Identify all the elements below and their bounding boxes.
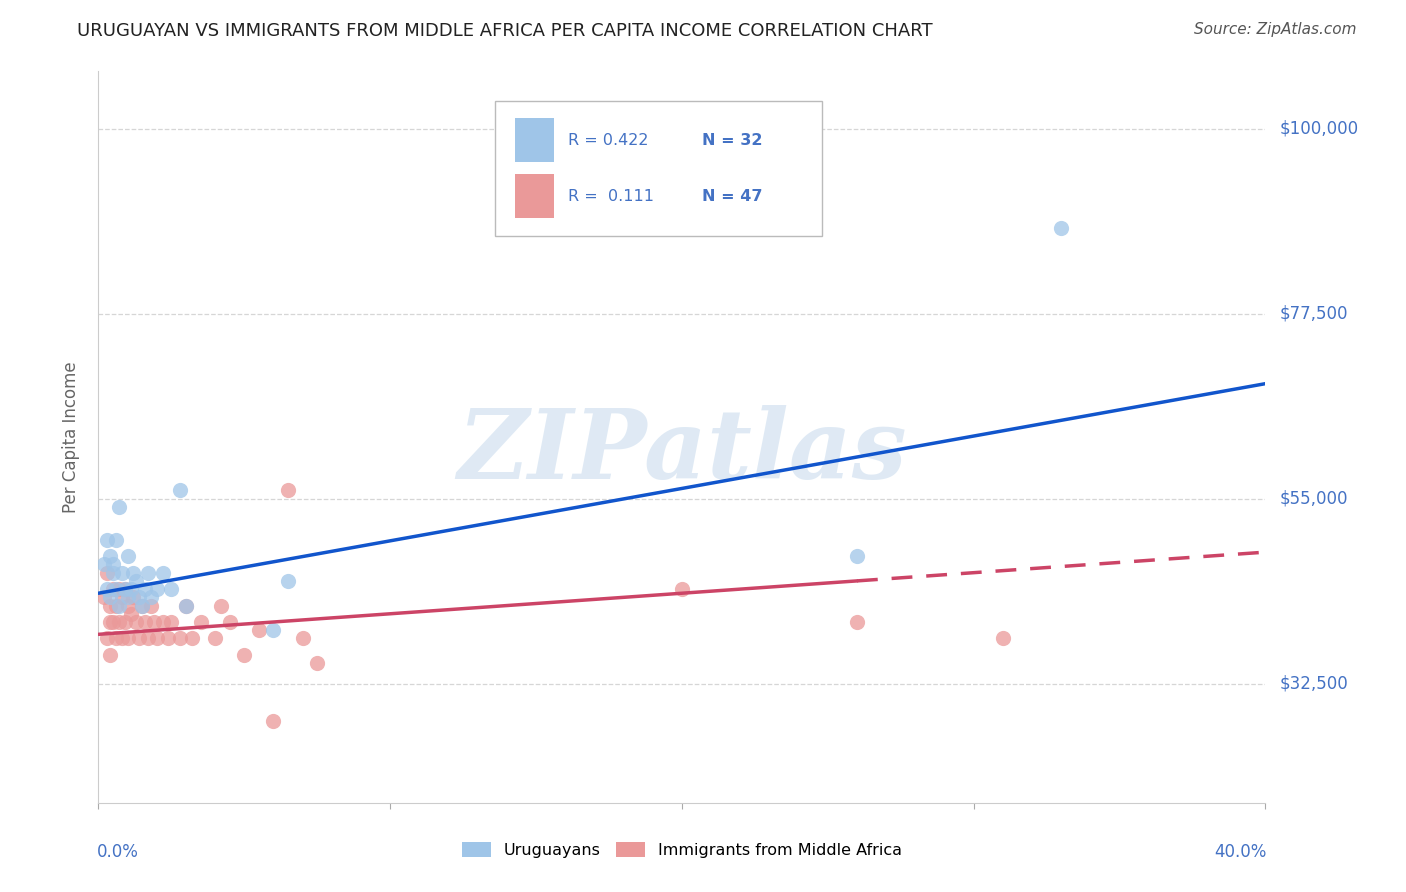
- Point: [152, 615, 174, 629]
- Point: [169, 483, 191, 498]
- Point: [98, 591, 121, 605]
- Point: [139, 599, 162, 613]
- Point: [247, 624, 270, 638]
- Point: [139, 591, 162, 605]
- Text: Source: ZipAtlas.com: Source: ZipAtlas.com: [1194, 22, 1357, 37]
- Point: [117, 632, 139, 646]
- Text: 40.0%: 40.0%: [1215, 843, 1267, 861]
- Text: $32,500: $32,500: [1279, 674, 1348, 692]
- Point: [101, 615, 124, 629]
- Point: [98, 599, 121, 613]
- Point: [111, 591, 134, 605]
- Point: [1050, 220, 1073, 235]
- Point: [122, 591, 145, 605]
- Point: [120, 607, 142, 621]
- Point: [104, 533, 127, 547]
- Point: [134, 615, 156, 629]
- Point: [111, 566, 134, 580]
- Point: [160, 615, 183, 629]
- Point: [120, 582, 142, 596]
- FancyBboxPatch shape: [515, 175, 554, 219]
- Point: [277, 574, 299, 588]
- Point: [98, 615, 121, 629]
- Legend: Uruguayans, Immigrants from Middle Africa: Uruguayans, Immigrants from Middle Afric…: [456, 836, 908, 864]
- Point: [174, 599, 197, 613]
- Point: [108, 615, 131, 629]
- Point: [96, 533, 118, 547]
- Point: [277, 483, 299, 498]
- Text: N = 47: N = 47: [702, 189, 762, 204]
- Point: [671, 582, 693, 596]
- Point: [262, 714, 284, 728]
- Point: [131, 599, 153, 613]
- Text: $100,000: $100,000: [1279, 120, 1358, 138]
- Text: URUGUAYAN VS IMMIGRANTS FROM MIDDLE AFRICA PER CAPITA INCOME CORRELATION CHART: URUGUAYAN VS IMMIGRANTS FROM MIDDLE AFRI…: [77, 22, 934, 40]
- Point: [122, 566, 145, 580]
- Point: [104, 582, 127, 596]
- Point: [262, 624, 284, 638]
- Point: [98, 549, 121, 564]
- Point: [117, 599, 139, 613]
- Point: [846, 615, 869, 629]
- Point: [96, 632, 118, 646]
- Point: [104, 599, 127, 613]
- Point: [114, 615, 136, 629]
- Text: N = 32: N = 32: [702, 133, 762, 147]
- Point: [174, 599, 197, 613]
- FancyBboxPatch shape: [515, 118, 554, 162]
- Point: [307, 656, 329, 670]
- Point: [108, 582, 131, 596]
- Point: [128, 632, 150, 646]
- Point: [180, 632, 202, 646]
- Point: [146, 582, 169, 596]
- Point: [108, 599, 131, 613]
- Point: [142, 615, 165, 629]
- Text: 0.0%: 0.0%: [97, 843, 139, 861]
- Point: [131, 599, 153, 613]
- Text: $55,000: $55,000: [1279, 490, 1348, 508]
- Text: R = 0.422: R = 0.422: [568, 133, 648, 147]
- Point: [93, 591, 115, 605]
- Point: [111, 632, 134, 646]
- Point: [101, 566, 124, 580]
- Point: [991, 632, 1014, 646]
- Point: [114, 582, 136, 596]
- Point: [125, 615, 148, 629]
- Text: $77,500: $77,500: [1279, 305, 1348, 323]
- Point: [96, 566, 118, 580]
- Point: [98, 648, 121, 662]
- Text: R =  0.111: R = 0.111: [568, 189, 654, 204]
- Point: [169, 632, 191, 646]
- Point: [101, 582, 124, 596]
- Point: [128, 591, 150, 605]
- Point: [114, 582, 136, 596]
- Point: [96, 582, 118, 596]
- Point: [117, 549, 139, 564]
- Point: [152, 566, 174, 580]
- Point: [160, 582, 183, 596]
- Point: [136, 632, 159, 646]
- Point: [233, 648, 256, 662]
- Point: [218, 615, 240, 629]
- Point: [157, 632, 180, 646]
- Y-axis label: Per Capita Income: Per Capita Income: [62, 361, 80, 513]
- Point: [146, 632, 169, 646]
- Point: [104, 632, 127, 646]
- Point: [108, 500, 131, 514]
- Point: [209, 599, 232, 613]
- Point: [846, 549, 869, 564]
- Point: [125, 574, 148, 588]
- Point: [117, 591, 139, 605]
- Point: [136, 566, 159, 580]
- Point: [291, 632, 314, 646]
- Point: [101, 558, 124, 572]
- Text: ZIPatlas: ZIPatlas: [457, 405, 907, 499]
- FancyBboxPatch shape: [495, 101, 823, 235]
- Point: [204, 632, 226, 646]
- Point: [134, 582, 156, 596]
- Point: [93, 558, 115, 572]
- Point: [190, 615, 212, 629]
